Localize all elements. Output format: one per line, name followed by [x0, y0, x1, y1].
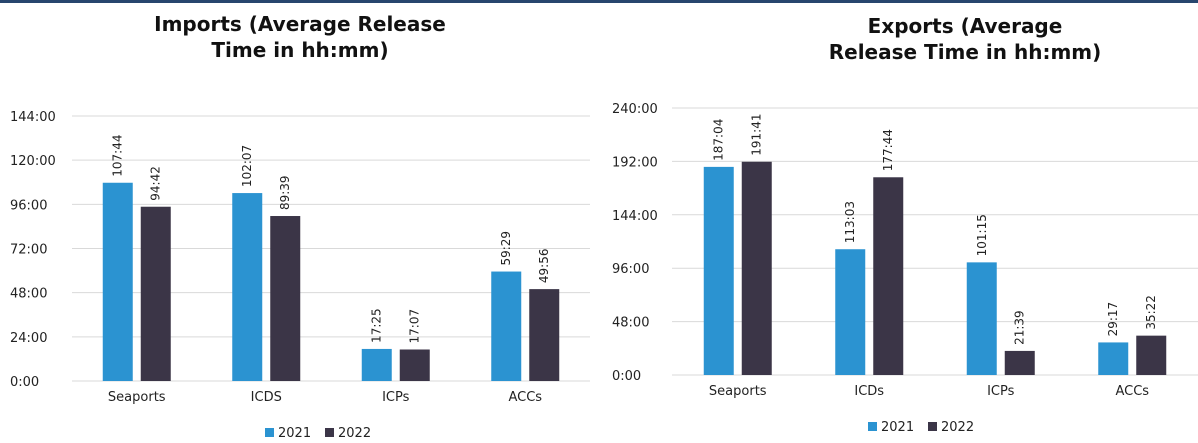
data-label: 94:42 [149, 166, 163, 201]
y-tick-label: 24:00 [10, 331, 47, 346]
y-tick-label: 0:00 [612, 369, 641, 384]
data-label: 59:29 [499, 231, 513, 266]
category-label: ICPs [382, 390, 410, 405]
data-label: 102:07 [240, 145, 254, 187]
legend-label: 2022 [941, 420, 974, 435]
exports-chart-panel: Exports (Average Release Time in hh:mm) … [600, 3, 1198, 439]
category-label: Seaports [709, 384, 767, 399]
y-tick-label: 72:00 [10, 243, 47, 258]
imports-chart-title: Imports (Average Release Time in hh:mm) [154, 12, 446, 62]
category-label: ICPs [987, 384, 1015, 399]
bar-2022-seaports [140, 206, 171, 381]
legend-swatch-2022 [928, 422, 937, 431]
bar-2021-icds [835, 249, 866, 375]
y-tick-label: 0:00 [10, 375, 39, 390]
data-label: 177:44 [881, 129, 895, 171]
data-label: 49:56 [537, 249, 551, 284]
bar-2021-icps [361, 348, 392, 381]
data-label: 191:41 [750, 114, 764, 156]
legend-swatch-2021 [265, 428, 274, 437]
exports-chart-title: Exports (Average Release Time in hh:mm) [828, 14, 1102, 64]
data-label: 29:17 [1106, 302, 1120, 337]
exports-chart: 0:00 48:00 96:00 144:00 192:00 240:00 187:04 19… [612, 102, 1198, 435]
bar-2022-seaports [741, 161, 772, 375]
data-label: 21:39 [1013, 310, 1027, 345]
category-label: ICDs [854, 384, 884, 399]
legend-label: 2022 [338, 426, 371, 439]
bar-2022-icds [270, 216, 301, 381]
legend-label: 2021 [278, 426, 311, 439]
data-label: 35:22 [1144, 295, 1158, 330]
y-tick-label: 192:00 [612, 155, 658, 170]
data-label: 113:03 [843, 201, 857, 243]
bar-2021-icds [232, 193, 263, 381]
top-border [0, 0, 1198, 3]
data-label: 107:44 [111, 135, 125, 177]
legend-swatch-2022 [325, 428, 334, 437]
data-label: 17:25 [370, 308, 384, 343]
y-tick-label: 96:00 [10, 198, 47, 213]
legend-label: 2021 [881, 420, 914, 435]
category-label: ACCs [508, 390, 542, 405]
y-tick-label: 96:00 [612, 262, 649, 277]
y-tick-label: 144:00 [612, 209, 658, 224]
y-tick-label: 48:00 [612, 316, 649, 331]
y-tick-label: 48:00 [10, 287, 47, 302]
y-tick-label: 240:00 [612, 102, 658, 117]
data-label: 89:39 [278, 175, 292, 210]
bar-2022-icps [399, 349, 430, 381]
bar-2021-accs [491, 271, 522, 381]
y-tick-label: 120:00 [10, 154, 56, 169]
bar-2021-seaports [102, 182, 133, 381]
bar-2022-icps [1004, 350, 1035, 375]
imports-chart-panel: Imports (Average Release Time in hh:mm) … [0, 3, 600, 441]
category-label: ACCs [1115, 384, 1149, 399]
data-label: 17:07 [408, 309, 422, 344]
bar-2021-seaports [703, 166, 734, 375]
y-tick-label: 144:00 [10, 110, 56, 125]
legend-swatch-2021 [868, 422, 877, 431]
bar-2022-icds [873, 177, 904, 375]
data-label: 101:15 [975, 214, 989, 256]
bar-2021-icps [966, 262, 997, 375]
bar-2022-accs [1136, 335, 1167, 375]
bar-2021-accs [1098, 342, 1129, 375]
imports-chart: 0:00 24:00 48:00 72:00 96:00 120:00 144:00 107:… [10, 110, 590, 441]
category-label: Seaports [108, 390, 166, 405]
data-label: 187:04 [712, 119, 726, 161]
bar-2022-accs [529, 289, 560, 381]
category-label: ICDS [251, 390, 282, 405]
